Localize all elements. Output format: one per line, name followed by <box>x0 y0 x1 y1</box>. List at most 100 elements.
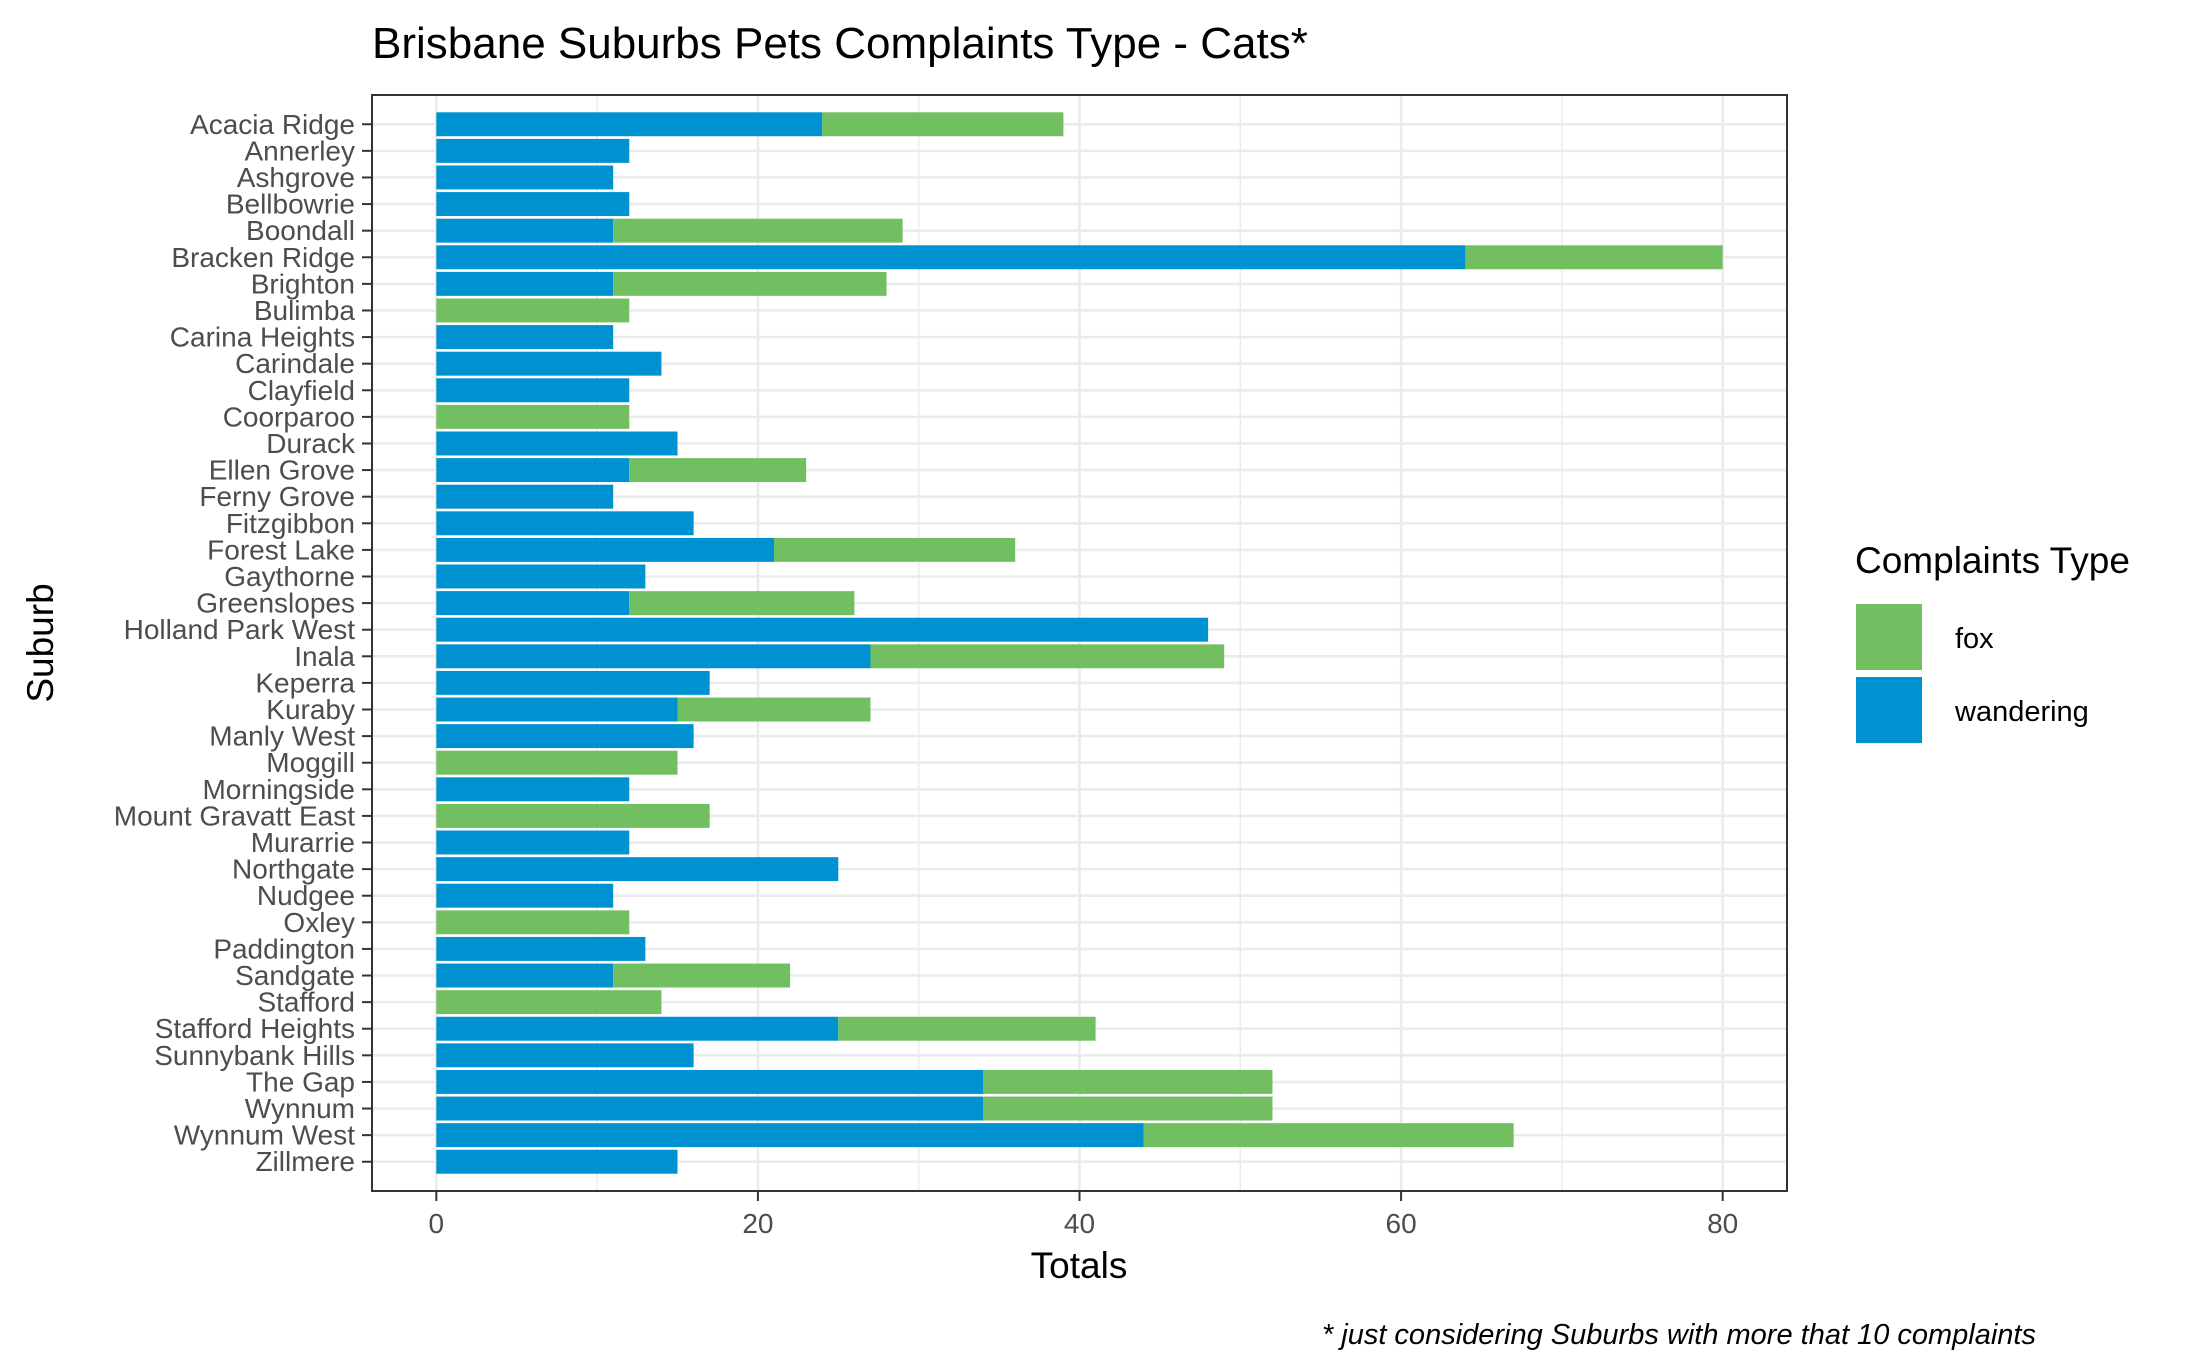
bar-wandering <box>436 1069 984 1094</box>
bar-wandering <box>436 777 630 802</box>
bars <box>436 112 1723 1174</box>
bar-wandering <box>436 378 630 403</box>
bar-wandering <box>436 670 710 695</box>
y-tick-label: Carindale <box>235 348 355 379</box>
chart-title: Brisbane Suburbs Pets Complaints Type - … <box>372 19 1308 68</box>
bar-fox <box>613 963 791 988</box>
y-tick-label: Stafford Heights <box>155 1013 355 1044</box>
x-tick-label: 20 <box>742 1208 773 1239</box>
bar-wandering <box>436 1016 839 1041</box>
y-tick-label: Durack <box>266 428 356 459</box>
bar-wandering <box>436 484 614 509</box>
x-axis: 0 20 40 60 80 <box>429 1191 1738 1239</box>
y-tick-label: Clayfield <box>248 375 355 406</box>
bar-fox <box>822 112 1064 137</box>
y-tick-label: Wynnum <box>245 1093 355 1124</box>
bar-fox <box>436 404 630 429</box>
y-tick-label: Annerley <box>244 135 355 166</box>
bar-fox <box>436 750 678 775</box>
y-tick-label: Ashgrove <box>237 162 355 193</box>
y-tick-label: Wynnum West <box>174 1120 355 1151</box>
bar-wandering <box>436 564 646 589</box>
y-tick-label: Fitzgibbon <box>226 508 355 539</box>
x-tick-label: 40 <box>1064 1208 1095 1239</box>
bar-wandering <box>436 857 839 882</box>
bar-fox <box>629 591 855 616</box>
bar-wandering <box>436 1123 1144 1148</box>
bar-fox <box>1465 245 1723 270</box>
bar-wandering <box>436 192 630 217</box>
y-tick-label: Carina Heights <box>170 322 355 353</box>
y-tick-label: Mount Gravatt East <box>114 800 355 831</box>
bar-wandering <box>436 936 646 961</box>
y-tick-label: Ferny Grove <box>199 481 355 512</box>
bar-fox <box>613 218 903 243</box>
y-tick-label: Paddington <box>213 933 355 964</box>
bar-fox <box>677 697 871 722</box>
y-tick-label: Gaythorne <box>224 561 355 592</box>
bar-wandering <box>436 1096 984 1121</box>
y-tick-label: Morningside <box>202 774 355 805</box>
bar-wandering <box>436 165 614 190</box>
y-axis: Acacia RidgeAnnerleyAshgroveBellbowrieBo… <box>114 109 372 1177</box>
bar-wandering <box>436 617 1209 642</box>
legend-label-fox: fox <box>1955 623 1994 655</box>
bar-fox <box>983 1069 1273 1094</box>
bar-wandering <box>436 218 614 243</box>
bar-wandering <box>436 537 774 562</box>
bar-fox <box>983 1096 1273 1121</box>
bar-wandering <box>436 1149 678 1174</box>
x-axis-title: Totals <box>1031 1245 1128 1286</box>
bar-wandering <box>436 511 694 536</box>
bar-fox <box>436 910 630 935</box>
y-tick-label: Moggill <box>266 747 355 778</box>
bar-wandering <box>436 883 614 908</box>
bar-fox <box>870 644 1225 669</box>
x-tick-label: 0 <box>429 1208 445 1239</box>
y-tick-label: Acacia Ridge <box>190 109 355 140</box>
caption: * just considering Suburbs with more tha… <box>1322 1319 2036 1351</box>
bar-fox <box>1143 1123 1514 1148</box>
bar-wandering <box>436 724 694 749</box>
bar-fox <box>436 990 662 1015</box>
bar-wandering <box>436 325 614 350</box>
y-tick-label: Nudgee <box>257 880 355 911</box>
y-tick-label: Stafford <box>257 987 355 1018</box>
bar-wandering <box>436 431 678 456</box>
bar-fox <box>773 537 1016 562</box>
bar-wandering <box>436 351 662 376</box>
x-tick-label: 60 <box>1386 1208 1417 1239</box>
y-tick-label: The Gap <box>246 1066 355 1097</box>
y-axis-title: Suburb <box>20 583 61 702</box>
legend: Complaints Type fox wandering <box>1855 540 2130 743</box>
bar-fox <box>613 271 887 296</box>
bar-wandering <box>436 1043 694 1068</box>
legend-title: Complaints Type <box>1855 540 2130 581</box>
y-tick-label: Bulimba <box>254 295 356 326</box>
legend-label-wandering: wandering <box>1954 696 2089 728</box>
bar-wandering <box>436 591 630 616</box>
legend-key-fox <box>1856 604 1922 670</box>
bar-wandering <box>436 644 871 669</box>
x-tick-label: 80 <box>1707 1208 1738 1239</box>
legend-key-wandering <box>1856 677 1922 743</box>
y-tick-label: Sandgate <box>235 960 355 991</box>
y-tick-label: Kuraby <box>266 694 355 725</box>
bar-fox <box>838 1016 1096 1041</box>
y-tick-label: Bellbowrie <box>226 189 355 220</box>
bar-wandering <box>436 697 678 722</box>
y-tick-label: Ellen Grove <box>209 455 355 486</box>
bar-wandering <box>436 963 614 988</box>
y-tick-label: Holland Park West <box>124 614 356 645</box>
bar-fox <box>436 298 630 323</box>
bar-wandering <box>436 830 630 855</box>
bar-fox <box>436 803 710 828</box>
bar-wandering <box>436 245 1466 270</box>
y-tick-label: Boondall <box>246 215 355 246</box>
y-tick-label: Greenslopes <box>196 588 355 619</box>
bar-wandering <box>436 271 614 296</box>
bar-wandering <box>436 458 630 483</box>
y-tick-label: Zillmere <box>255 1146 355 1177</box>
y-tick-label: Northgate <box>232 854 355 885</box>
y-tick-label: Inala <box>294 641 355 672</box>
